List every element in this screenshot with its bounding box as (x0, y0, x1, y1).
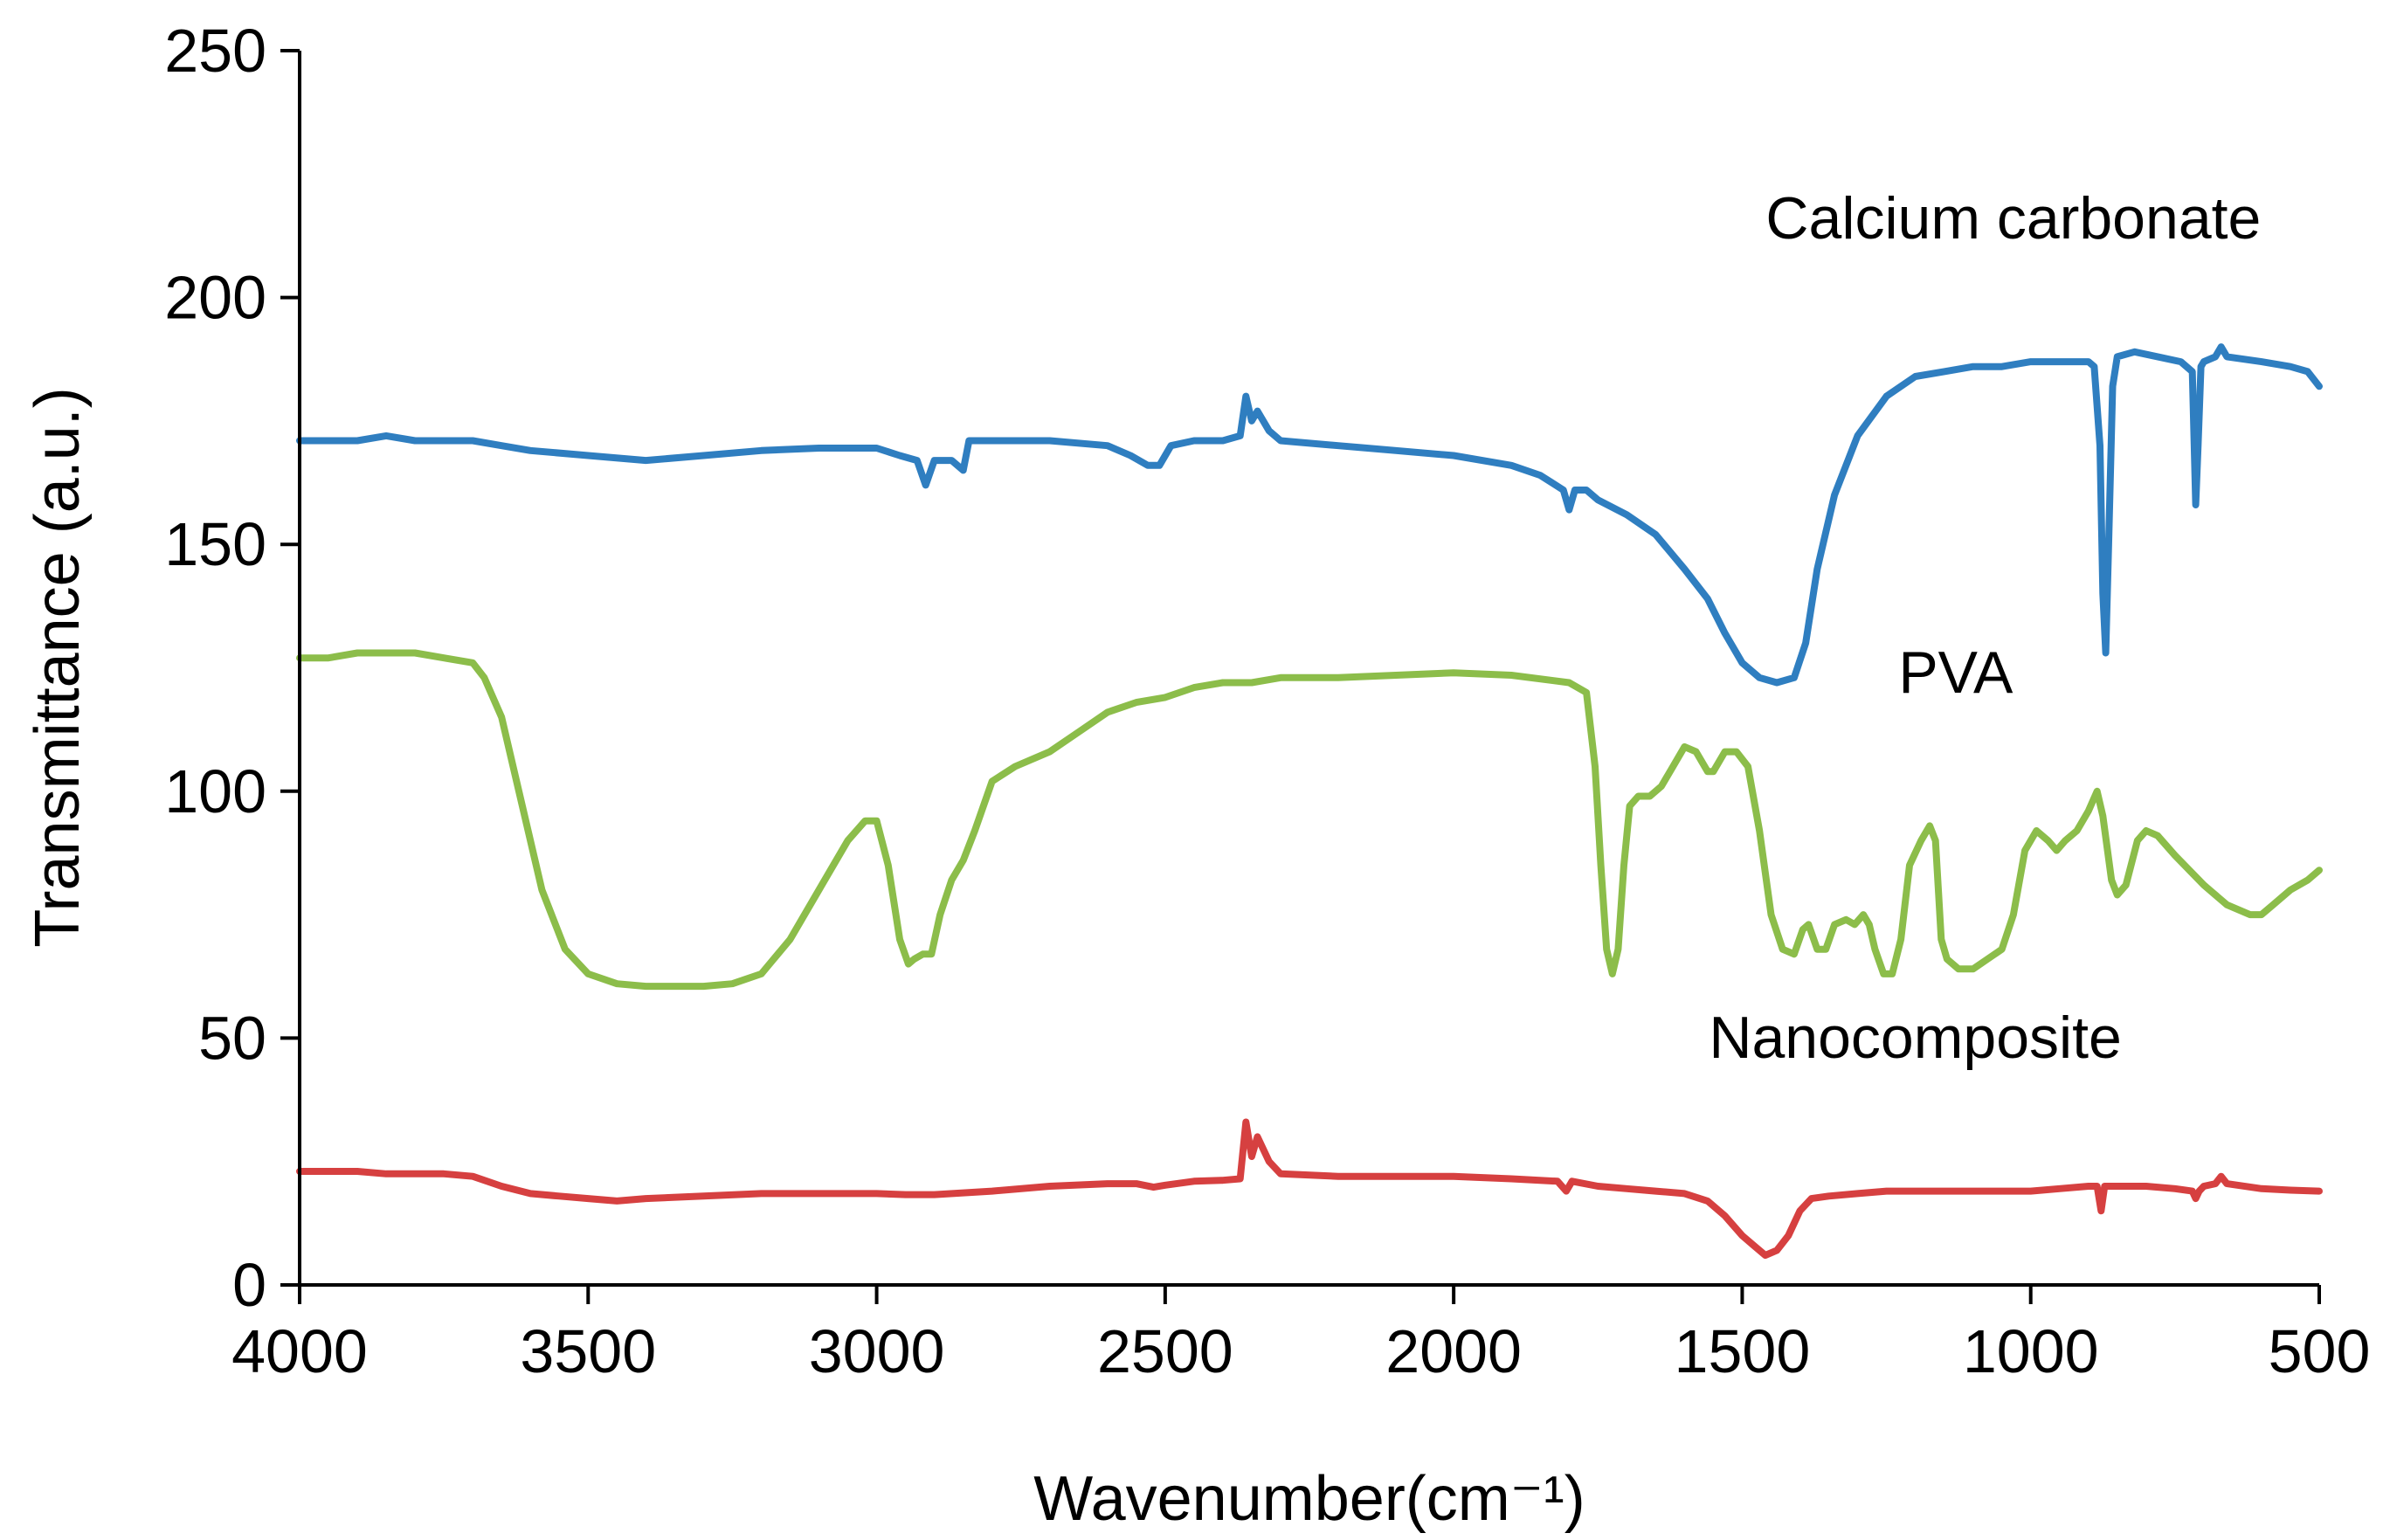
y-tick-label: 50 (198, 1004, 266, 1072)
y-tick-label: 200 (164, 264, 266, 332)
series-layer (296, 343, 2323, 1260)
x-tick-label: 1000 (1963, 1317, 2099, 1385)
y-axis-title: Transmittance (a.u.) (23, 387, 93, 948)
y-tick-label: 250 (164, 17, 266, 85)
series-line-calcium-carbonate (296, 343, 2323, 687)
y-tick-label: 100 (164, 757, 266, 825)
axes-layer (298, 51, 2319, 1287)
annotation-pva: PVA (1898, 639, 2013, 706)
series-line-pva (296, 649, 2323, 991)
x-axis-title: Wavenumber(cm⁻¹) (1033, 1464, 1585, 1534)
x-tick-label: 2000 (1385, 1317, 1522, 1385)
x-tick-label: 4000 (231, 1317, 368, 1385)
y-tick-label: 0 (232, 1251, 266, 1319)
annotation-nanocomposite: Nanocomposite (1709, 1005, 2121, 1071)
series-line-nanocomposite (296, 1118, 2323, 1260)
x-tick-label: 3000 (809, 1317, 945, 1385)
y-tick-label: 150 (164, 510, 266, 578)
x-tick-label: 500 (2269, 1317, 2371, 1385)
x-tick-label: 1500 (1675, 1317, 1811, 1385)
annotation-calcium-carbonate: Calcium carbonate (1765, 185, 2261, 252)
tick-layer: 0 50 100 150 200 250 4000 3500 3000 2500 2000 1500 1… (164, 17, 2370, 1385)
x-tick-label: 3500 (520, 1317, 656, 1385)
x-tick-label: 2500 (1097, 1317, 1233, 1385)
annotation-layer: Calcium carbonate PVA Nanocomposite (1709, 185, 2261, 1071)
